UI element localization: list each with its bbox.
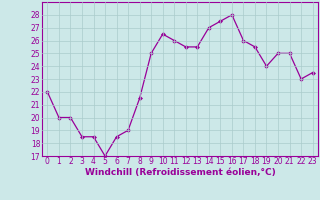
X-axis label: Windchill (Refroidissement éolien,°C): Windchill (Refroidissement éolien,°C): [84, 168, 276, 177]
